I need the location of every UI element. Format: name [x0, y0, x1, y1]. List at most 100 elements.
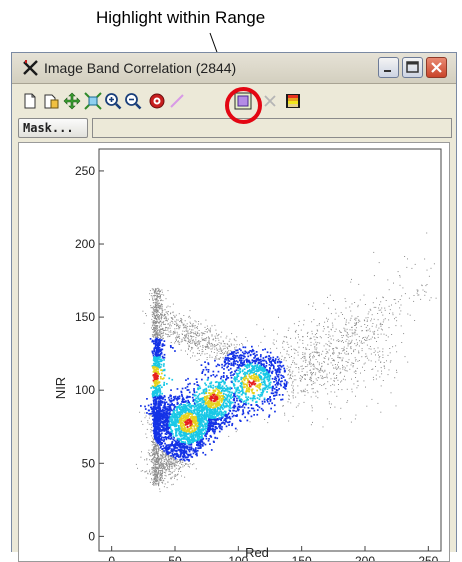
scatter-point [156, 295, 158, 297]
scatter-point [154, 463, 156, 465]
scatter-point [269, 386, 271, 389]
scatter-point [316, 379, 318, 381]
scatter-point [159, 328, 161, 330]
scatter-point [170, 397, 173, 400]
maximize-button[interactable] [402, 57, 423, 78]
scatter-point [350, 421, 352, 423]
scatter-point [164, 466, 166, 468]
scatter-point [290, 345, 292, 347]
scatter-point [328, 357, 330, 359]
scatter-point [158, 338, 161, 341]
scatter-point [366, 321, 368, 322]
scatter-points [135, 232, 437, 493]
scatter-point [153, 370, 155, 372]
scatter-point [178, 470, 179, 472]
scatter-point [363, 342, 365, 344]
scatter-point [210, 374, 212, 377]
scatter-point [324, 369, 326, 371]
scatter-point [303, 357, 305, 359]
scatter-point [174, 446, 176, 449]
scatter-point [309, 369, 311, 371]
scatter-point [246, 387, 248, 390]
scatter-point [223, 401, 225, 404]
clear-x-icon[interactable] [261, 92, 279, 110]
scatter-point [368, 335, 370, 337]
minimize-button[interactable] [378, 57, 399, 78]
scatter-point [152, 311, 154, 313]
scatter-point [225, 378, 228, 380]
zoom-out-icon[interactable] [124, 92, 142, 110]
scatter-point [292, 382, 294, 384]
zoom-in-icon[interactable] [104, 92, 122, 110]
scatter-point [161, 463, 163, 465]
target-icon[interactable] [148, 92, 166, 110]
scatter-point [161, 359, 163, 362]
scatter-point [345, 321, 347, 323]
scatter-point [153, 405, 155, 408]
scatter-point [256, 359, 258, 362]
scatter-point [154, 384, 157, 387]
scatter-point [144, 417, 146, 419]
scatter-point [178, 413, 180, 416]
scatter-point [144, 459, 146, 461]
scatter-point [182, 408, 185, 411]
scatter-point [246, 385, 249, 388]
mask-button[interactable]: Mask... [18, 118, 88, 138]
scatter-point [366, 338, 368, 340]
scatter-point [170, 413, 173, 416]
scatter-point [155, 372, 158, 375]
scatter-point [151, 426, 153, 428]
scatter-point [152, 299, 154, 301]
scatter-point [156, 393, 158, 395]
mask-field[interactable] [92, 118, 452, 138]
close-button[interactable] [426, 57, 447, 78]
scatter-point [160, 473, 162, 475]
scatter-point [165, 463, 167, 465]
line-tool-icon[interactable] [168, 92, 186, 110]
scatter-point [200, 440, 203, 442]
scatter-point [159, 290, 161, 292]
scatter-point [154, 375, 156, 378]
scatter-point [302, 340, 304, 341]
scatter-point [156, 328, 158, 330]
zoom-extents-icon[interactable] [84, 92, 102, 110]
new-icon[interactable] [21, 92, 39, 110]
scatter-point [166, 383, 168, 385]
scatter-point [354, 357, 356, 359]
save-icon[interactable] [42, 92, 60, 110]
scatter-point [187, 383, 190, 386]
scatter-point [140, 470, 142, 472]
scatter-point [155, 375, 157, 378]
scatter-point [330, 338, 332, 340]
scatter-point [201, 407, 203, 409]
scatter-point [168, 471, 170, 472]
scatter-point [162, 330, 164, 332]
scatter-point [194, 399, 196, 402]
scatter-point [194, 416, 197, 419]
scatter-point [169, 406, 172, 409]
scatter-point [155, 467, 157, 469]
scatter-point [162, 357, 164, 359]
scatter-point [176, 399, 178, 401]
scatter-point [165, 449, 167, 452]
scatter-point [390, 392, 392, 394]
scatter-point [159, 462, 161, 464]
scatter-point [154, 351, 157, 354]
scatter-point [218, 413, 221, 415]
pan-icon[interactable] [63, 92, 81, 110]
title-bar[interactable]: Image Band Correlation (2844) [12, 53, 456, 84]
scatter-point [200, 404, 202, 407]
scatter-point [216, 404, 219, 406]
scatter-point [152, 302, 154, 304]
scatter-point [254, 362, 257, 365]
scatter-point [160, 455, 162, 457]
scatter-point [151, 415, 153, 417]
scatter-point [311, 407, 313, 409]
scatter-point [161, 457, 163, 459]
scatter-point [182, 441, 184, 443]
scatter-point [161, 328, 163, 330]
scatter-point [212, 430, 215, 433]
scatter-point [312, 382, 314, 384]
scatter-point [178, 433, 181, 436]
color-palette-icon[interactable] [284, 92, 302, 110]
